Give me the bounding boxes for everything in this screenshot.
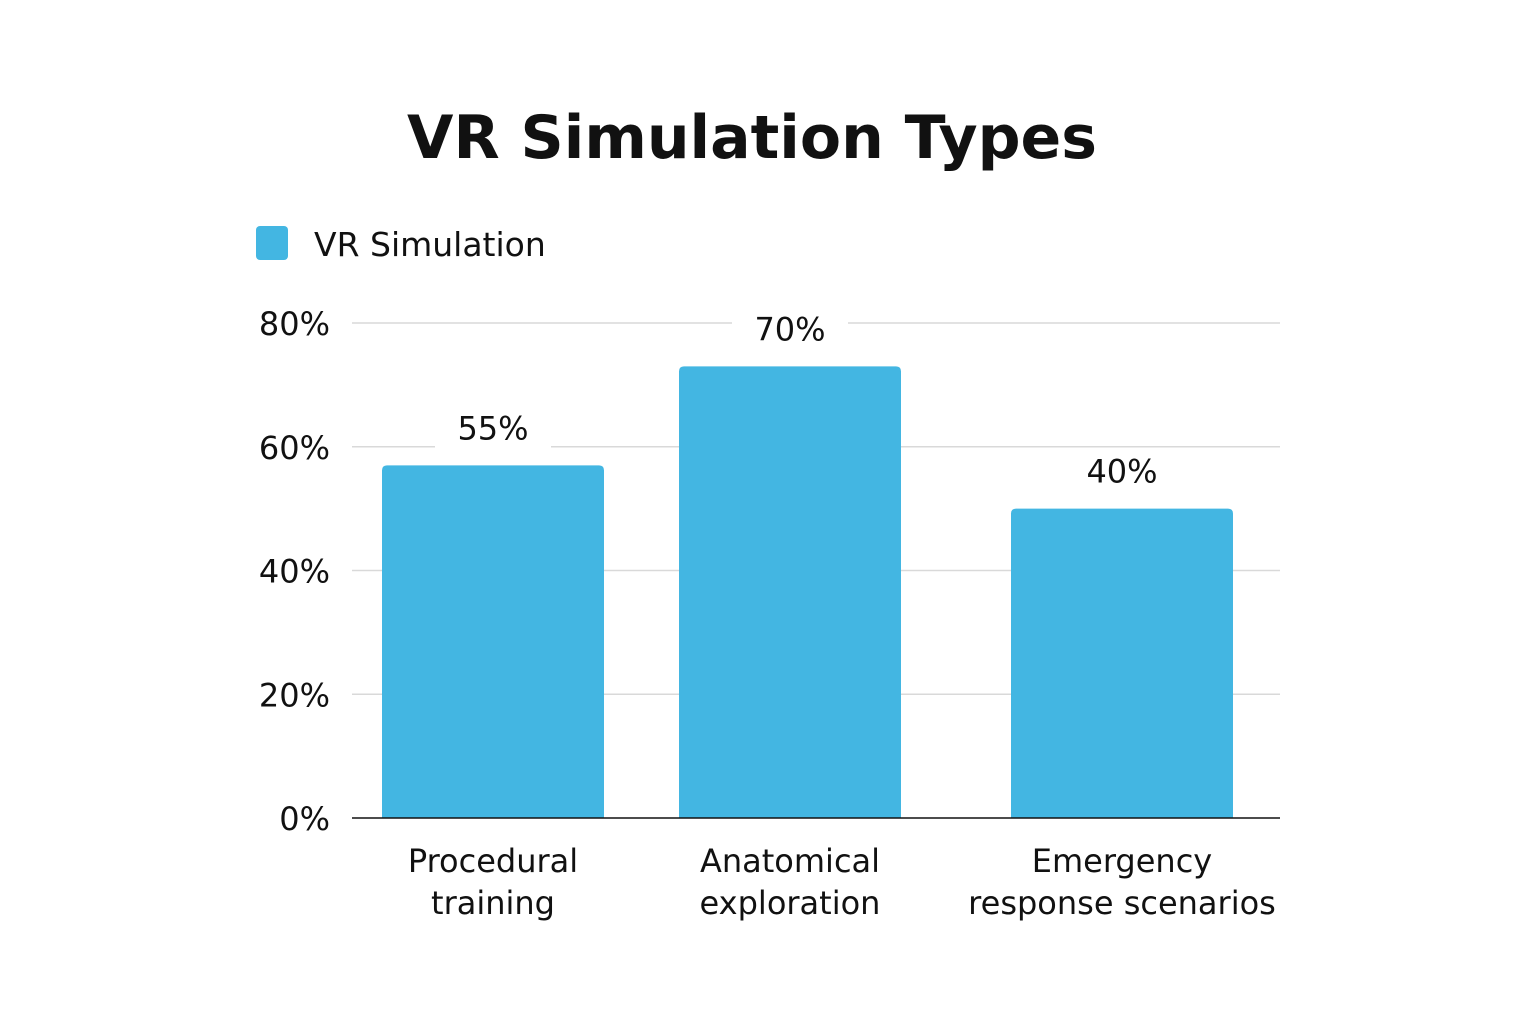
- category-label-line: training: [431, 884, 555, 922]
- category-label: Emergency response scenarios: [968, 842, 1276, 922]
- data-label: 40%: [1086, 453, 1157, 491]
- data-label: 70%: [754, 310, 825, 348]
- category-label: Procedural training: [408, 842, 578, 922]
- category-label-line: Emergency: [1032, 842, 1212, 880]
- data-label-background: [732, 306, 848, 353]
- chart-title: VR Simulation Types: [407, 103, 1097, 173]
- category-label-line: Procedural: [408, 842, 578, 880]
- data-labels: 55% 70% 40%: [435, 306, 1180, 495]
- y-tick-label: 40%: [259, 553, 330, 591]
- data-label-background: [435, 405, 551, 452]
- data-label-background: [1064, 448, 1180, 495]
- y-tick-label: 80%: [259, 305, 330, 343]
- y-tick-label: 0%: [279, 800, 330, 838]
- category-label-line: Anatomical: [700, 842, 880, 880]
- category-label-line: response scenarios: [968, 884, 1276, 922]
- data-label: 55%: [457, 409, 528, 447]
- y-tick-label: 20%: [259, 676, 330, 714]
- y-tick-label: 60%: [259, 429, 330, 467]
- y-axis-ticks: 0% 20% 40% 60% 80%: [259, 305, 330, 838]
- category-label: Anatomical exploration: [700, 842, 881, 922]
- bar: [1011, 508, 1233, 818]
- bar: [679, 366, 901, 818]
- legend-swatch: [256, 226, 288, 260]
- category-labels: Procedural training Anatomical exploration E…: [408, 842, 1276, 922]
- category-label-line: exploration: [700, 884, 881, 922]
- bar: [382, 465, 604, 818]
- bars: [382, 366, 1233, 818]
- legend-label: VR Simulation: [314, 225, 546, 264]
